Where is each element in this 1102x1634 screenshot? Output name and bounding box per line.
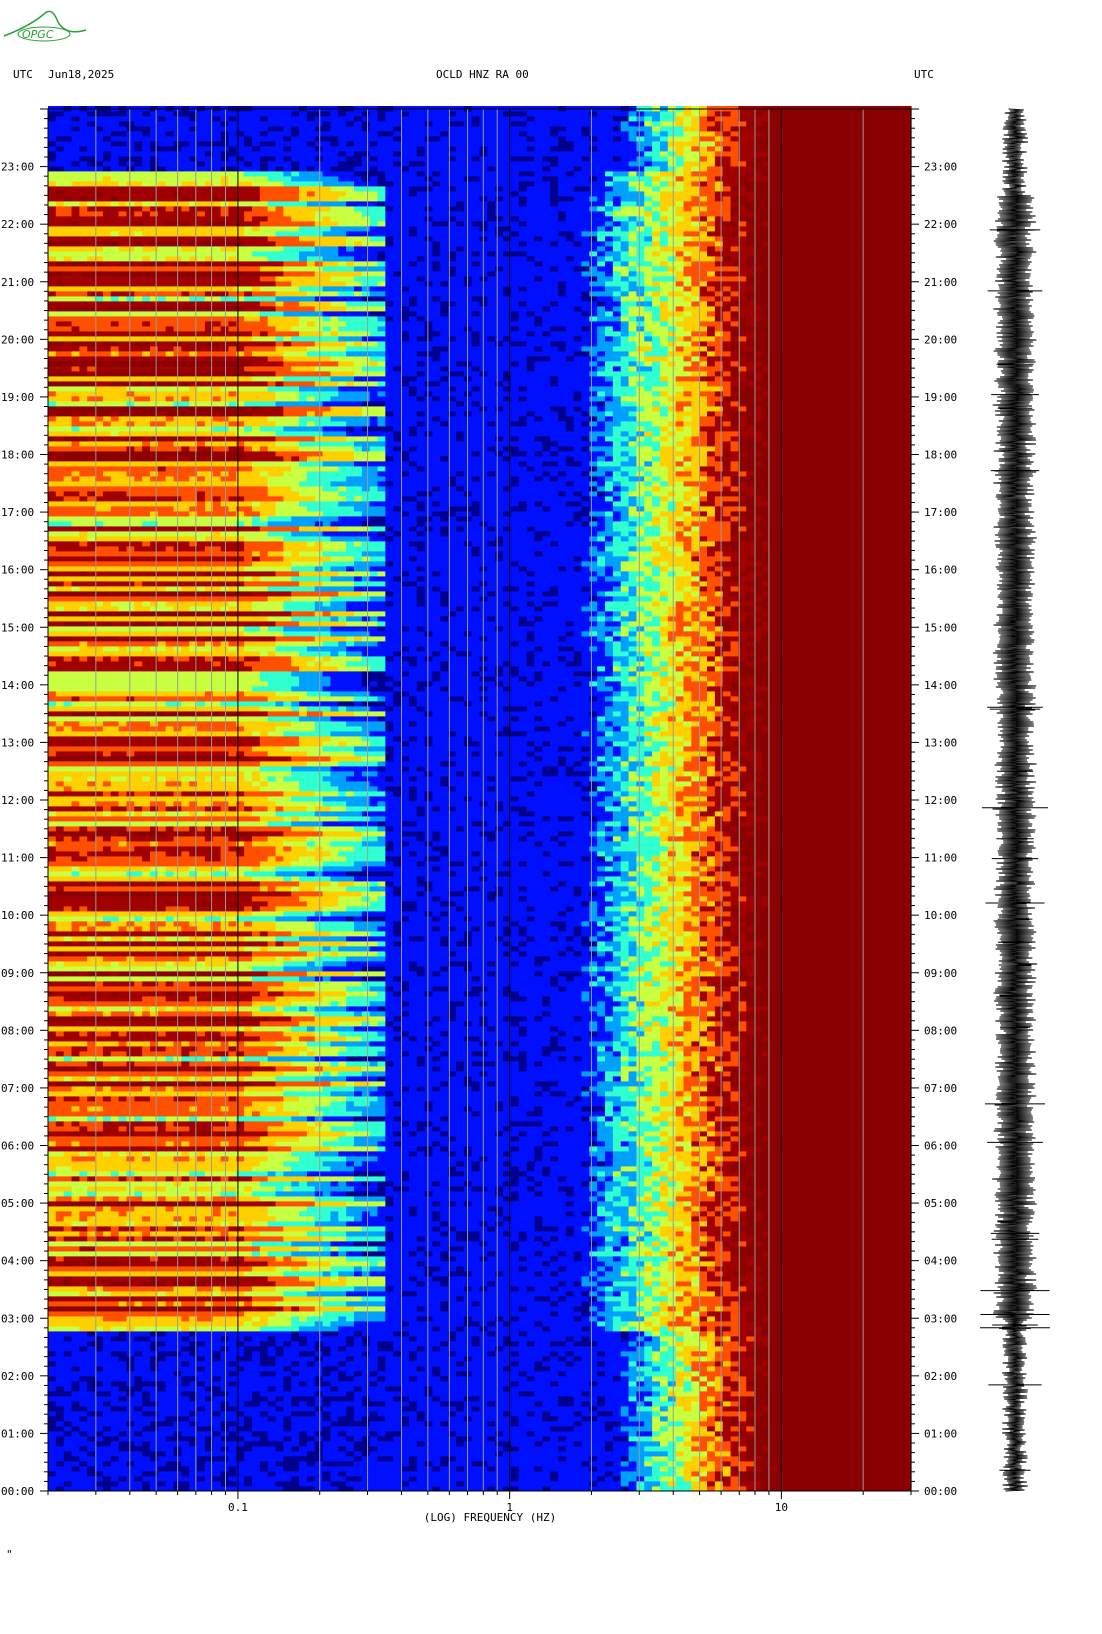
- y-tick-label-right: 18:00: [924, 449, 957, 462]
- y-tick-label-left: 09:00: [1, 967, 34, 980]
- y-tick-label-left: 20:00: [1, 333, 34, 346]
- y-tick-label-left: 04:00: [1, 1255, 34, 1268]
- y-tick-label-right: 13:00: [924, 736, 957, 749]
- y-tick-label-right: 09:00: [924, 967, 957, 980]
- y-tick-label-right: 22:00: [924, 218, 957, 231]
- y-tick-label-left: 08:00: [1, 1024, 34, 1037]
- y-tick-label-left: 15:00: [1, 621, 34, 634]
- y-tick-label-left: 00:00: [1, 1485, 34, 1498]
- opgc-logo-icon: OPGC: [4, 11, 86, 41]
- y-tick-label-right: 08:00: [924, 1024, 957, 1037]
- y-tick-label-left: 17:00: [1, 506, 34, 519]
- y-tick-label-right: 00:00: [924, 1485, 957, 1498]
- y-tick-label-left: 02:00: [1, 1370, 34, 1383]
- y-tick-label-right: 11:00: [924, 852, 957, 865]
- y-tick-label-left: 12:00: [1, 794, 34, 807]
- logo-text: OPGC: [22, 28, 54, 41]
- y-tick-label-left: 16:00: [1, 564, 34, 577]
- y-tick-label-right: 07:00: [924, 1082, 957, 1095]
- y-tick-label-left: 11:00: [1, 852, 34, 865]
- y-tick-label-right: 19:00: [924, 391, 957, 404]
- x-tick-label: 0.1: [228, 1501, 248, 1514]
- y-tick-label-right: 10:00: [924, 909, 957, 922]
- y-tick-label-right: 14:00: [924, 679, 957, 692]
- corner-mark: ": [6, 1548, 13, 1561]
- y-tick-label-right: 03:00: [924, 1312, 957, 1325]
- y-tick-label-left: 19:00: [1, 391, 34, 404]
- seismogram-path: [992, 109, 1037, 1491]
- y-tick-label-right: 04:00: [924, 1255, 957, 1268]
- y-tick-label-right: 16:00: [924, 564, 957, 577]
- y-tick-label-right: 15:00: [924, 621, 957, 634]
- x-axis-title: (LOG) FREQUENCY (HZ): [424, 1511, 556, 1524]
- seismogram-trace: [980, 109, 1050, 1491]
- y-tick-label-right: 02:00: [924, 1370, 957, 1383]
- y-tick-label-right: 23:00: [924, 161, 957, 174]
- y-tick-label-left: 23:00: [1, 161, 34, 174]
- y-tick-label-right: 12:00: [924, 794, 957, 807]
- y-tick-label-left: 18:00: [1, 449, 34, 462]
- y-tick-label-left: 07:00: [1, 1082, 34, 1095]
- x-tick-label: 10: [775, 1501, 788, 1514]
- y-tick-label-left: 01:00: [1, 1427, 34, 1440]
- y-tick-label-right: 05:00: [924, 1197, 957, 1210]
- y-tick-label-left: 06:00: [1, 1140, 34, 1153]
- y-tick-label-left: 05:00: [1, 1197, 34, 1210]
- y-tick-label-left: 14:00: [1, 679, 34, 692]
- y-tick-label-left: 22:00: [1, 218, 34, 231]
- y-tick-label-right: 01:00: [924, 1427, 957, 1440]
- y-tick-label-right: 21:00: [924, 276, 957, 289]
- y-tick-label-right: 17:00: [924, 506, 957, 519]
- y-tick-label-left: 10:00: [1, 909, 34, 922]
- y-tick-label-right: 06:00: [924, 1140, 957, 1153]
- y-tick-label-left: 03:00: [1, 1312, 34, 1325]
- y-tick-label-left: 13:00: [1, 736, 34, 749]
- y-tick-label-left: 21:00: [1, 276, 34, 289]
- y-tick-label-right: 20:00: [924, 333, 957, 346]
